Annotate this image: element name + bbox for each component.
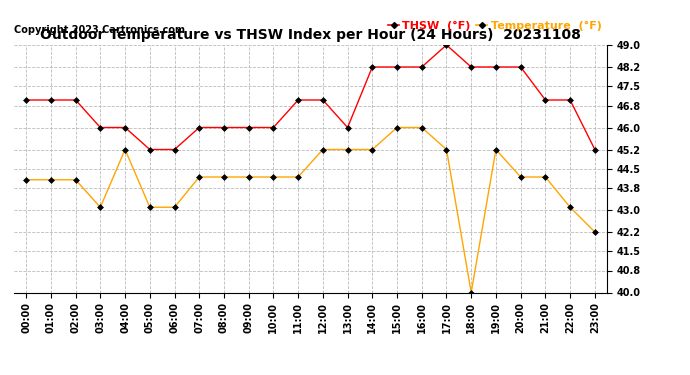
Legend: THSW  (°F), Temperature  (°F): THSW (°F), Temperature (°F) <box>388 21 602 31</box>
Title: Outdoor Temperature vs THSW Index per Hour (24 Hours)  20231108: Outdoor Temperature vs THSW Index per Ho… <box>40 28 581 42</box>
Text: Copyright 2023 Cartronics.com: Copyright 2023 Cartronics.com <box>14 25 185 35</box>
